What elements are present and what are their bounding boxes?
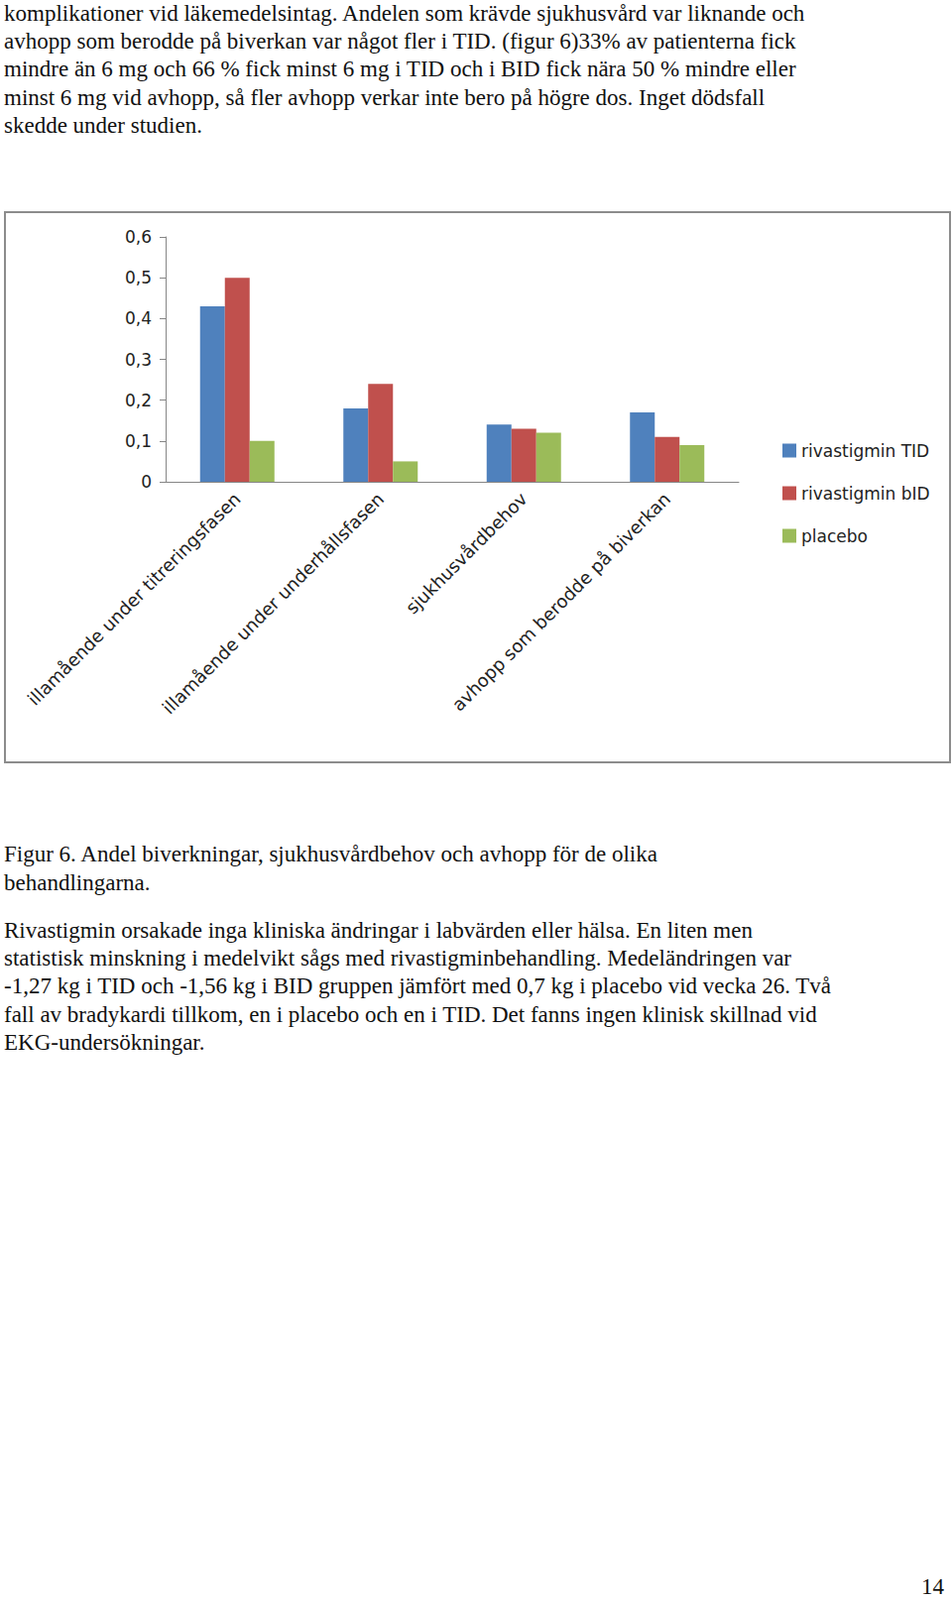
svg-text:0,4: 0,4 [124,308,152,329]
svg-text:illamående under titreringsfas: illamående under titreringsfasen [23,488,245,710]
svg-text:0,2: 0,2 [124,390,152,411]
svg-text:rivastigmin bID: rivastigmin bID [801,483,931,504]
html-text:statistisk minskning i medelvi: statistisk minskning i medelvikt sågs me… [3,946,792,972]
html-text:behandlingarna.: behandlingarna. [3,870,151,896]
svg-text:illamående under underhållsfas: illamående under underhållsfasen [157,488,388,719]
html-text:mindre än 6 mg och 66 % fick m: mindre än 6 mg och 66 % fick minst 6 mg … [3,56,796,82]
svg-text:0,6: 0,6 [124,227,152,247]
html-text:-1,27 kg i TID och -1,56 kg i: -1,27 kg i TID och -1,56 kg i BID gruppe… [3,974,832,1000]
svg-text:0: 0 [140,472,152,492]
html-text:14: 14 [921,1574,945,1600]
html-text:avhopp som berodde på biverkan: avhopp som berodde på biverkan var något… [3,28,796,54]
html-text:komplikationer vid läkemedelsi: komplikationer vid läkemedelsintag. Ande… [3,0,805,26]
html-text:Figur 6. Andel biverkningar, s: Figur 6. Andel biverkningar, sjukhusvård… [3,841,658,867]
html-text:skedde under studien.: skedde under studien. [3,112,203,138]
svg-text:0,3: 0,3 [124,350,152,370]
svg-text:avhopp som berodde på biverkan: avhopp som berodde på biverkan [447,488,675,716]
html-text:Rivastigmin orsakade inga klin: Rivastigmin orsakade inga kliniska ändri… [3,918,753,944]
svg-text:sjukhusvårdbehov: sjukhusvårdbehov [401,487,532,618]
svg-text:placebo: placebo [801,526,868,547]
svg-text:rivastigmin TID: rivastigmin TID [801,441,930,462]
svg-text:0,1: 0,1 [124,431,152,452]
html-text:EKG-undersökningar.: EKG-undersökningar. [3,1030,205,1055]
html-text:minst 6 mg vid avhopp, så fler: minst 6 mg vid avhopp, så fler avhopp ve… [3,84,765,110]
html-text:fall av bradykardi tillkom, en: fall av bradykardi tillkom, en i placebo… [3,1002,817,1027]
svg-text:0,5: 0,5 [124,267,152,288]
